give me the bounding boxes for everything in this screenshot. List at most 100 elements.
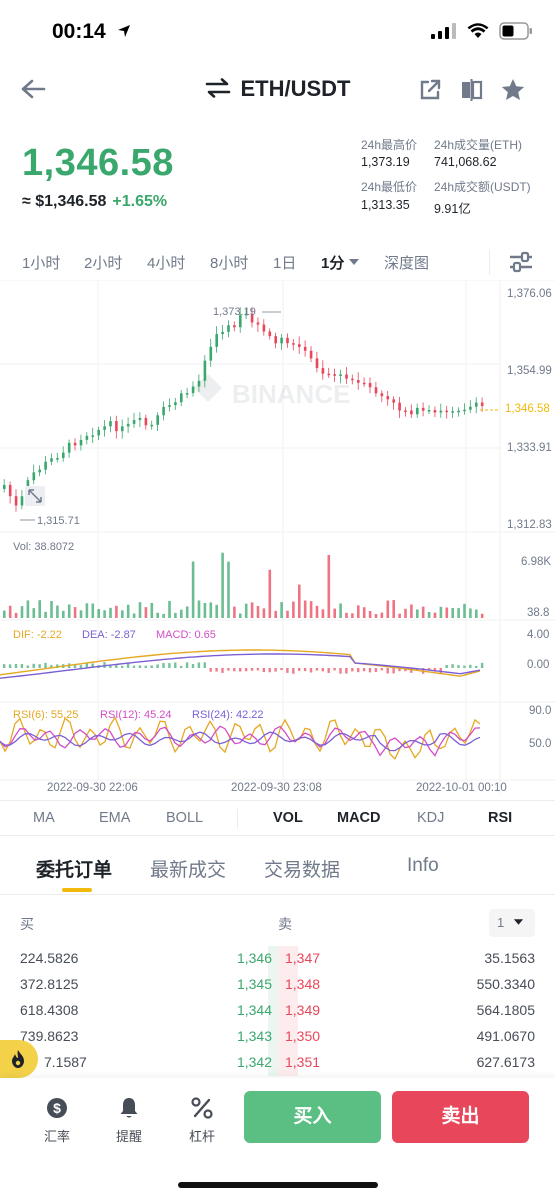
floating-fire-button[interactable]	[0, 1040, 38, 1078]
macd-bar	[244, 668, 248, 672]
volume-bar	[404, 608, 407, 618]
macd-bar	[14, 664, 18, 668]
tab-1m[interactable]: 1分	[321, 252, 360, 273]
tab-trading-data[interactable]: 交易数据	[264, 860, 341, 881]
candle	[416, 407, 419, 415]
tab-1h[interactable]: 1小时	[22, 255, 61, 272]
macd-bar	[345, 668, 348, 674]
volume-bar	[97, 608, 100, 618]
indicator-ma[interactable]: MA	[33, 810, 55, 826]
volume-bar	[427, 611, 431, 618]
candle	[327, 373, 331, 376]
volume-bar	[121, 610, 124, 618]
back-arrow-icon[interactable]	[20, 78, 46, 100]
buy-button[interactable]: 买入	[244, 1091, 381, 1143]
price-axis-4: 1,312.83	[507, 519, 552, 531]
rsi12-line	[0, 725, 481, 757]
share-icon[interactable]	[418, 78, 442, 102]
candle	[398, 402, 401, 411]
volume-bar	[433, 612, 437, 618]
tab-depth[interactable]: 深度图	[384, 255, 430, 272]
chart-settings-icon[interactable]	[508, 251, 534, 273]
indicator-rsi[interactable]: RSI	[488, 810, 513, 826]
macd-bar	[32, 663, 35, 668]
nav-alerts[interactable]: 提醒	[104, 1096, 154, 1145]
tab-8h[interactable]: 8小时	[210, 255, 249, 272]
watermark-text: BINANCE	[232, 379, 350, 409]
candle	[457, 410, 460, 413]
candle	[286, 337, 289, 344]
rsi6-line	[0, 716, 481, 760]
candle	[115, 421, 118, 432]
price-change: +1.65%	[112, 193, 168, 210]
macd-bar	[150, 665, 153, 668]
indicator-macd[interactable]: MACD	[337, 810, 381, 826]
kline-chart[interactable]: BINANCE 1,376.06 1,354.99 1,333.91 1,312…	[0, 279, 555, 795]
candle	[244, 313, 248, 316]
volume-bar	[421, 606, 425, 618]
depth-select[interactable]: 1	[489, 909, 535, 937]
volume-bar	[91, 603, 95, 618]
indicator-vol[interactable]: VOL	[273, 810, 303, 826]
macd-bar	[8, 664, 12, 668]
candle	[20, 496, 24, 506]
candle	[150, 424, 154, 427]
indicator-boll[interactable]: BOLL	[166, 810, 204, 826]
macd-bar	[38, 664, 41, 668]
candle	[480, 402, 484, 406]
layout-toggle-icon[interactable]	[460, 78, 484, 102]
macd-bar	[404, 668, 407, 672]
volume-bar	[239, 613, 242, 618]
volume-bar	[380, 612, 384, 618]
battery-icon	[499, 22, 532, 40]
volume-bar	[416, 609, 419, 618]
indicator-ema[interactable]: EMA	[99, 810, 131, 826]
volume-bar	[38, 600, 41, 618]
volume-bar	[185, 606, 189, 618]
tab-4h[interactable]: 4小时	[147, 255, 186, 272]
candle	[73, 442, 77, 446]
order-book-row[interactable]: 618.4308 1,344 1,349 564.1805	[20, 1002, 535, 1018]
tab-order-book[interactable]: 委托订单	[36, 860, 113, 881]
tab-1d[interactable]: 1日	[273, 255, 297, 272]
candle	[362, 382, 366, 385]
macd-bar	[256, 668, 260, 671]
volume-bar	[357, 605, 360, 618]
macd-bar	[445, 664, 448, 668]
tab-info[interactable]: Info	[407, 855, 439, 876]
tab-recent-trades[interactable]: 最新成交	[150, 860, 227, 881]
macd-bar	[392, 668, 395, 674]
volume-bar	[3, 610, 6, 618]
macd-bar	[469, 664, 472, 668]
favorite-star-icon[interactable]	[500, 77, 526, 103]
indicator-kdj[interactable]: KDJ	[417, 810, 445, 826]
candle	[274, 336, 277, 344]
order-book-row[interactable]: 739.8623 1,343 1,350 491.0670	[20, 1028, 535, 1044]
volume-bar	[321, 609, 325, 618]
macd-bar	[398, 668, 401, 672]
stat-vol-eth-label: 24h成交量(ETH)	[434, 138, 523, 152]
pair-selector[interactable]: ETH/USDT	[0, 76, 555, 102]
nav-exchange-rate[interactable]: $ 汇率	[32, 1096, 82, 1145]
rsi12-label: RSI(12): 45.24	[100, 709, 172, 721]
order-book-row[interactable]: 372.8125 1,345 1,348 550.3340	[20, 976, 535, 992]
volume-bar	[115, 605, 118, 618]
vol-axis-2: 38.8	[527, 607, 550, 619]
macd-bar	[215, 668, 218, 672]
candle	[191, 386, 195, 394]
sell-button[interactable]: 卖出	[392, 1091, 529, 1143]
signal-icon	[431, 23, 456, 39]
volume-bar	[262, 608, 266, 618]
nav-margin[interactable]: 杠杆	[177, 1096, 227, 1145]
stat-low-value: 1,313.35	[361, 198, 410, 212]
order-book-row[interactable]: 224.5826 1,346 1,347 35.1563	[20, 950, 535, 966]
order-book-row[interactable]: 7.1587 1,342 1,351 627.6173	[44, 1054, 535, 1070]
candle	[427, 410, 431, 412]
macd-bar	[250, 668, 254, 671]
volume-bar	[339, 603, 342, 618]
macd-axis-2: 0.00	[527, 659, 550, 671]
dea-line	[0, 653, 481, 679]
tab-2h[interactable]: 2小时	[84, 255, 123, 272]
rsi24-line	[0, 731, 481, 752]
macd-bar	[233, 668, 236, 672]
